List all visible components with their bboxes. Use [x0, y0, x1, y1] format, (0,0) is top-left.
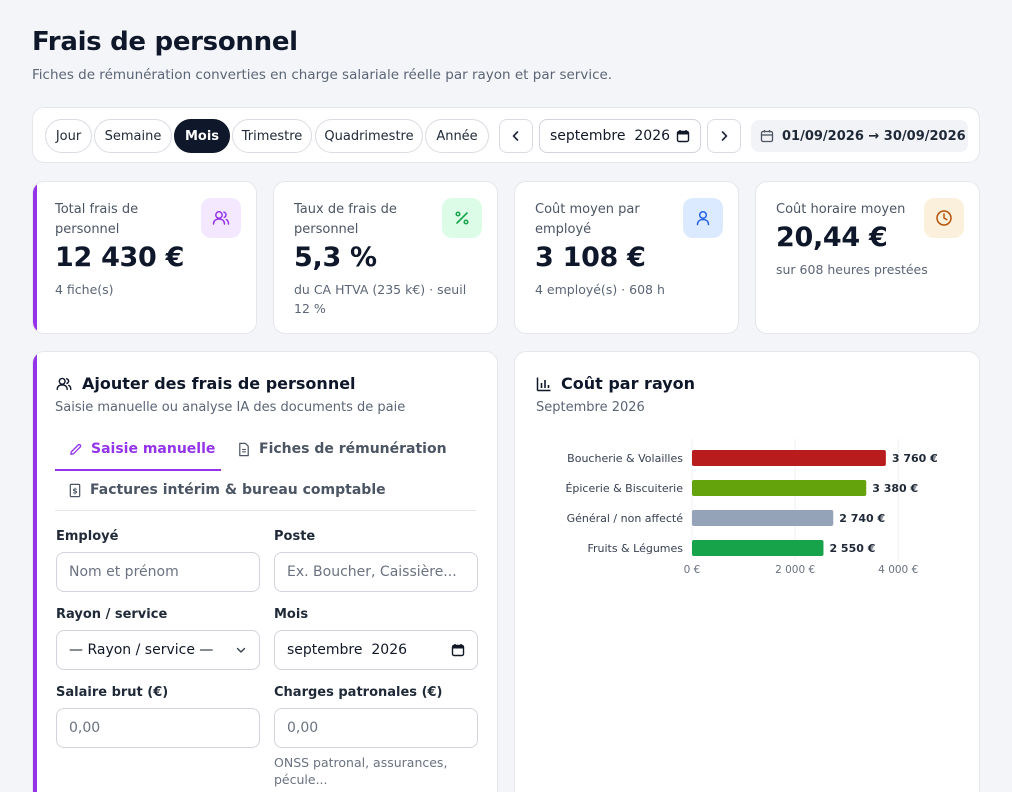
value-label: 2 550 €: [829, 542, 875, 555]
bar: [692, 450, 886, 466]
tick-label: 2 000 €: [775, 564, 815, 576]
calendar-icon: [760, 130, 774, 143]
pencil-icon: [70, 443, 82, 455]
category-label: Général / non affecté: [567, 512, 684, 525]
kpi-value: 20,44 €: [776, 222, 888, 253]
add-personnel-costs-panel: Ajouter des frais de personnel Saisie ma…: [32, 351, 498, 792]
panel-title-text: Coût par rayon: [561, 374, 696, 393]
kpi-subtext: du CA HTVA (235 k€) · seuil 12 %: [294, 282, 467, 316]
category-label: Fruits & Légumes: [587, 542, 683, 555]
position-placeholder: Ex. Boucher, Caissière...: [287, 564, 457, 580]
date-range-display: 01/09/2026 → 30/09/2026: [751, 120, 968, 152]
period-month-button[interactable]: Mois: [174, 119, 230, 153]
clock-icon: [924, 198, 964, 238]
panel-title: Coût par rayon: [536, 374, 695, 393]
kpi-subtext: 4 fiche(s): [55, 282, 114, 297]
tab-label: Factures intérim & bureau comptable: [90, 482, 386, 498]
chevron-left-icon: [512, 131, 519, 141]
department-label: Rayon / service: [56, 607, 168, 622]
kpi-label: Coût moyen par employé: [535, 202, 640, 237]
employer-charges-placeholder: 0,00: [287, 720, 319, 736]
kpi-card-rate: Taux de frais de personnel 5,3 % du CA H…: [273, 181, 498, 334]
employer-charges-hint: ONSS patronal, assurances, pécule...: [274, 755, 448, 787]
percent-icon: [442, 198, 482, 238]
bar: [692, 510, 834, 526]
kpi-value: 3 108 €: [535, 242, 646, 273]
kpi-value: 12 430 €: [55, 242, 185, 273]
period-day-button[interactable]: Jour: [45, 119, 92, 153]
category-label: Boucherie & Volailles: [567, 452, 683, 465]
month-input-value: septembre 2026: [287, 642, 408, 658]
tab-interim-invoices[interactable]: $ Factures intérim & bureau comptable: [68, 482, 386, 498]
page-subtitle: Fiches de rémunération converties en cha…: [32, 67, 613, 83]
users-icon: [56, 377, 72, 390]
bar: [692, 540, 824, 556]
bar: [692, 480, 867, 496]
cost-by-department-panel: Coût par rayon Septembre 2026 Boucherie …: [514, 351, 980, 792]
kpi-label: Coût horaire moyen: [776, 202, 906, 217]
employee-input[interactable]: Nom et prénom: [56, 552, 260, 592]
tick-label: 0 €: [684, 564, 701, 576]
kpi-subtext: sur 608 heures prestées: [776, 262, 928, 277]
active-tab-indicator: [55, 469, 221, 471]
document-icon: [239, 442, 249, 456]
tick-label: 4 000 €: [878, 564, 918, 576]
kpi-card-total: Total frais de personnel 12 430 € 4 fich…: [32, 181, 257, 334]
panel-title-text: Ajouter des frais de personnel: [82, 374, 356, 393]
tab-label: Fiches de rémunération: [259, 441, 447, 457]
gross-salary-label: Salaire brut (€): [56, 685, 169, 700]
value-label: 3 760 €: [892, 452, 938, 465]
next-period-button[interactable]: [707, 119, 741, 153]
cost-by-department-chart: Boucherie & Volailles 3 760 € Épicerie & B…: [565, 439, 938, 576]
employer-charges-label: Charges patronales (€): [274, 685, 443, 700]
gross-salary-input[interactable]: 0,00: [56, 708, 260, 748]
date-range-text: 01/09/2026 → 30/09/2026: [782, 128, 966, 144]
position-input[interactable]: Ex. Boucher, Caissière...: [274, 552, 478, 592]
value-label: 2 740 €: [839, 512, 885, 525]
svg-text:$: $: [72, 486, 77, 495]
chevron-right-icon: [721, 131, 728, 141]
panel-title: Ajouter des frais de personnel: [55, 374, 356, 393]
period-toolbar: Jour Semaine Mois Trimestre Quadrimestre…: [32, 107, 980, 163]
employee-placeholder: Nom et prénom: [69, 564, 179, 580]
position-label: Poste: [274, 529, 316, 544]
gross-salary-placeholder: 0,00: [69, 720, 101, 736]
month-picker-value: septembre 2026: [550, 128, 671, 144]
value-label: 3 380 €: [872, 482, 918, 495]
tab-divider: [55, 510, 476, 511]
period-year-button[interactable]: Année: [425, 119, 489, 153]
period-quarter-button[interactable]: Trimestre: [232, 119, 312, 153]
user-icon: [683, 198, 723, 238]
calendar-icon: [451, 644, 465, 657]
department-select[interactable]: — Rayon / service —: [56, 630, 260, 670]
kpi-label: Total frais de personnel: [55, 202, 139, 237]
previous-period-button[interactable]: [499, 119, 533, 153]
kpi-label: Taux de frais de personnel: [294, 202, 397, 237]
tab-manual-entry[interactable]: Saisie manuelle: [68, 441, 215, 457]
panel-subtitle: Saisie manuelle ou analyse IA des docume…: [55, 400, 406, 415]
kpi-value: 5,3 %: [294, 242, 377, 273]
calendar-icon: [676, 130, 690, 143]
kpi-card-average-cost: Coût moyen par employé 3 108 € 4 employé…: [514, 181, 739, 334]
period-four-month-button[interactable]: Quadrimestre: [315, 119, 423, 153]
users-icon: [201, 198, 241, 238]
panel-subtitle: Septembre 2026: [536, 400, 645, 415]
kpi-subtext: 4 employé(s) · 608 h: [535, 282, 665, 297]
employer-charges-input[interactable]: 0,00: [274, 708, 478, 748]
category-label: Épicerie & Biscuiterie: [565, 482, 683, 495]
chevron-down-icon: [236, 647, 246, 653]
kpi-card-hourly-cost: Coût horaire moyen 20,44 € sur 608 heure…: [755, 181, 980, 334]
month-picker[interactable]: septembre 2026: [539, 119, 701, 153]
tab-label: Saisie manuelle: [91, 441, 216, 457]
invoice-icon: $: [69, 483, 81, 497]
page-title: Frais de personnel: [32, 27, 298, 57]
month-input[interactable]: septembre 2026: [274, 630, 478, 670]
tab-payslips[interactable]: Fiches de rémunération: [237, 441, 447, 457]
period-week-button[interactable]: Semaine: [94, 119, 172, 153]
bar-chart-icon: [536, 377, 551, 391]
month-label: Mois: [274, 607, 309, 622]
employee-label: Employé: [56, 529, 119, 544]
department-select-value: — Rayon / service —: [69, 642, 214, 658]
